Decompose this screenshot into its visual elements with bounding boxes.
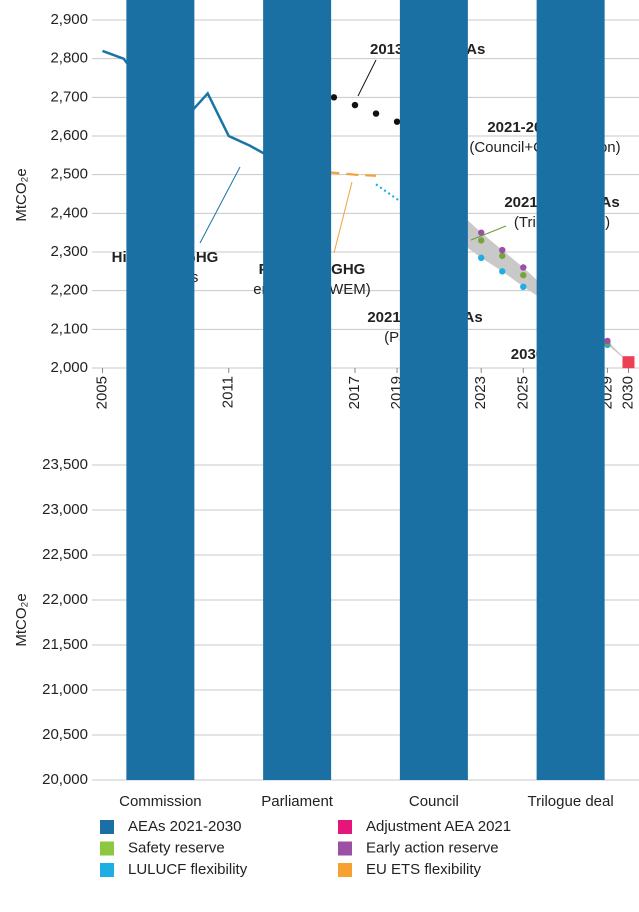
legend-label: EU ETS flexibility [366, 861, 482, 878]
x-tick-label: 2023 [472, 376, 489, 409]
x-tick-label: Parliament [261, 793, 334, 810]
y-axis-label: MtCO₂e [13, 168, 30, 221]
legend-swatch [100, 841, 114, 856]
legend-label: LULUCF flexibility [128, 861, 248, 878]
legend-label: AEAs 2021-2030 [128, 818, 241, 835]
data-point [499, 246, 506, 254]
data-point [520, 283, 527, 290]
data-point [478, 229, 485, 236]
bar-segment [263, 0, 332, 780]
x-tick-label: 2017 [346, 376, 363, 409]
x-tick-label: Trilogue deal [528, 793, 614, 810]
legend-swatch [338, 863, 352, 877]
legend-label: Adjustment AEA 2021 [366, 818, 511, 835]
y-tick-label: 2,900 [50, 11, 88, 28]
target-marker [622, 356, 635, 369]
data-point [478, 254, 485, 261]
bar-segment [399, 0, 468, 780]
y-axis-label: MtCO₂e [13, 593, 30, 646]
legend-swatch [338, 841, 352, 856]
annotation-leader [199, 166, 241, 244]
y-tick-label: 21,000 [42, 681, 88, 698]
data-point [393, 118, 401, 125]
data-point [520, 272, 527, 279]
y-tick-label: 2,200 [50, 282, 88, 299]
annotation-leader [357, 59, 377, 97]
y-tick-label: 23,000 [42, 501, 88, 518]
data-point [351, 101, 359, 109]
data-point [499, 252, 506, 260]
y-tick-label: 2,800 [50, 50, 88, 67]
x-tick-label: 2025 [514, 376, 531, 409]
y-tick-label: 2,400 [50, 204, 88, 221]
y-tick-label: 2,700 [50, 88, 88, 105]
y-tick-label: 23,500 [42, 456, 88, 473]
bar-segment [126, 0, 195, 780]
bar-segment [536, 0, 605, 780]
x-tick-label: Commission [119, 793, 202, 810]
legend-swatch [100, 863, 114, 877]
annotation-leader [333, 181, 353, 254]
x-tick-label: 2011 [220, 376, 237, 408]
y-tick-label: 22,500 [42, 546, 88, 563]
y-tick-label: 2,100 [50, 320, 88, 337]
y-tick-label: 20,500 [42, 726, 88, 743]
legend-swatch [100, 820, 114, 834]
data-point [372, 110, 380, 117]
data-point [520, 264, 527, 271]
data-point [478, 237, 485, 244]
x-tick-label: Council [409, 793, 459, 810]
data-point [604, 337, 611, 345]
legend-swatch [338, 820, 352, 834]
x-tick-label: 2005 [93, 376, 110, 409]
legend-label: Safety reserve [128, 839, 225, 856]
y-tick-label: 2,500 [50, 166, 88, 183]
y-tick-label: 20,000 [42, 771, 88, 788]
x-tick-label: 2030 [619, 376, 636, 409]
annotation-leader [470, 225, 507, 241]
y-tick-label: 22,000 [42, 591, 88, 608]
legend-label: Early action reserve [366, 839, 499, 856]
data-point [499, 268, 506, 275]
y-tick-label: 2,300 [50, 243, 88, 260]
y-tick-label: 2,600 [50, 127, 88, 144]
y-tick-label: 21,500 [42, 636, 88, 653]
y-tick-label: 2,000 [50, 359, 88, 376]
data-point [330, 94, 338, 101]
